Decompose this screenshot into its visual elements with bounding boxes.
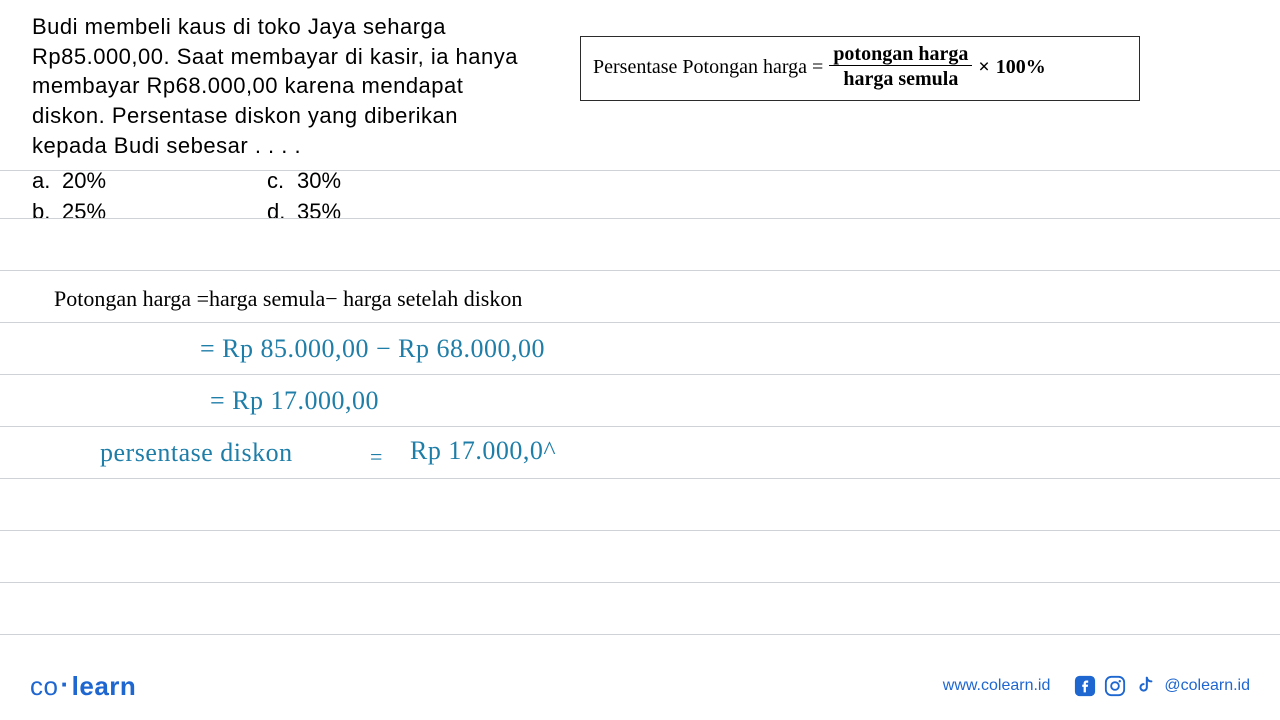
- ruled-paper-area: Potongan harga =harga semula− harga sete…: [0, 150, 1280, 640]
- logo-co: co: [30, 671, 58, 701]
- logo-learn: learn: [72, 671, 137, 701]
- rule-line: [0, 530, 1280, 531]
- rule-line: [0, 582, 1280, 583]
- footer-url: www.colearn.id: [943, 677, 1051, 695]
- facebook-icon: [1074, 675, 1096, 697]
- tiktok-icon: [1134, 675, 1156, 697]
- formula-numerator: potongan harga: [829, 43, 972, 66]
- question-text: Budi membeli kaus di toko Jaya seharga R…: [32, 12, 530, 160]
- formula-rhs: 100%: [996, 56, 1046, 79]
- footer-right: www.colearn.id @colearn.id: [943, 675, 1250, 697]
- printed-step: Potongan harga =harga semula− harga sete…: [54, 286, 522, 312]
- rule-line: [0, 270, 1280, 271]
- formula-fraction: potongan harga harga semula: [829, 43, 972, 92]
- social-icons: @colearn.id: [1074, 675, 1250, 697]
- rule-line: [0, 218, 1280, 219]
- rule-line: [0, 426, 1280, 427]
- instagram-icon: [1104, 675, 1126, 697]
- brand-logo: co·learn: [30, 671, 136, 702]
- handwriting-line-3-left: persentase diskon: [100, 438, 293, 468]
- rule-line: [0, 170, 1280, 171]
- formula-denominator: harga semula: [839, 66, 962, 92]
- footer: co·learn www.colearn.id @colearn.id: [0, 652, 1280, 720]
- rule-line: [0, 478, 1280, 479]
- handwriting-line-2: = Rp 17.000,00: [210, 386, 379, 416]
- social-handle: @colearn.id: [1164, 677, 1250, 695]
- formula-times: ×: [978, 56, 989, 79]
- rule-line: [0, 634, 1280, 635]
- formula-lhs: Persentase Potongan harga =: [593, 56, 823, 79]
- handwriting-line-3-eq: =: [370, 444, 383, 470]
- rule-line: [0, 374, 1280, 375]
- rule-line: [0, 322, 1280, 323]
- handwriting-line-1: = Rp 85.000,00 − Rp 68.000,00: [200, 334, 545, 364]
- formula-box: Persentase Potongan harga = potongan har…: [580, 36, 1140, 101]
- page: Budi membeli kaus di toko Jaya seharga R…: [0, 0, 1280, 720]
- handwriting-line-3-right: Rp 17.000,0^: [410, 436, 556, 466]
- logo-dot: ·: [58, 669, 71, 699]
